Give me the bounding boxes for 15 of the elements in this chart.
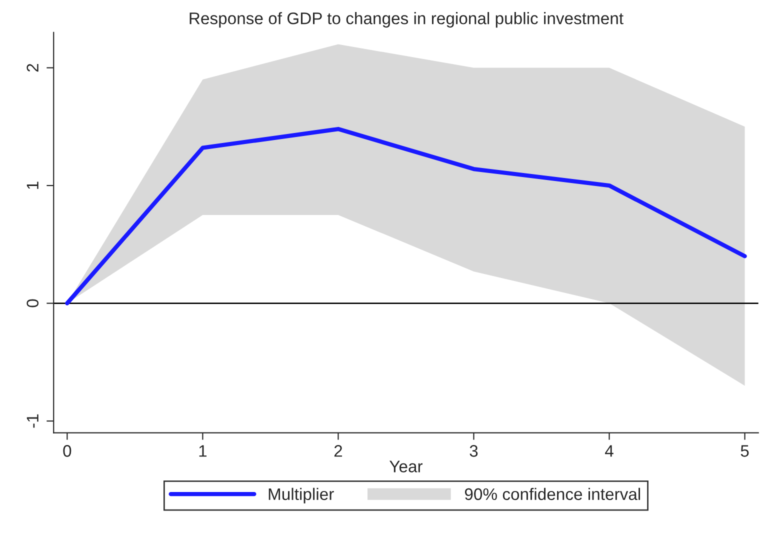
x-axis-title: Year	[390, 460, 423, 472]
y-tick-label: 2	[26, 64, 38, 72]
chart-title: Response of GDP to changes in regional public investment	[190, 12, 624, 28]
x-tick-label: 5	[740, 445, 749, 457]
x-tick-label: 1	[199, 445, 207, 457]
y-tick-label: 1	[26, 182, 38, 189]
y-tick-label: 0	[26, 299, 39, 308]
text: 90% confidence interval	[464, 488, 640, 500]
x-tick-label: 2	[334, 445, 342, 457]
x-tick-label: 3	[470, 445, 478, 457]
line-series	[65, 126, 747, 306]
y-tick-label: -1	[26, 414, 38, 428]
text: Multiplier	[268, 488, 334, 504]
x-tick-label: 0	[63, 445, 72, 457]
x-tick-label: 4	[605, 445, 614, 457]
